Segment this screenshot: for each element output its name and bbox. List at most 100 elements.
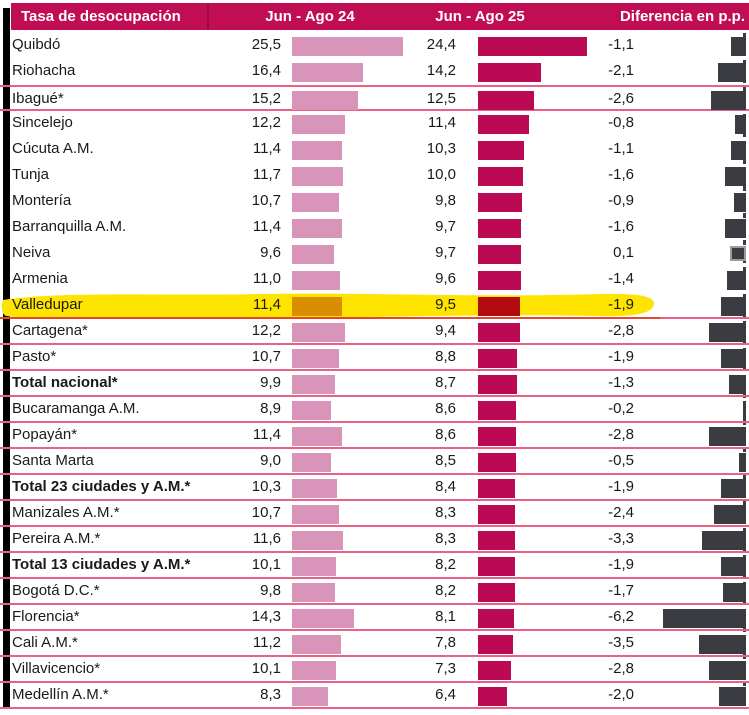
table-row: Cali A.M.* 11,2 7,8 -3,5: [0, 631, 749, 657]
bar-jun-ago-25: [478, 36, 587, 56]
table-row: Total 13 ciudades y A.M.* 10,1 8,2 -1,9: [0, 553, 749, 579]
bar-jun-ago-25: [478, 374, 517, 394]
bar-jun-ago-24: [292, 36, 403, 56]
bar-jun-ago-25: [478, 660, 511, 680]
table-row: Ibagué* 15,2 12,5 -2,6: [0, 85, 749, 111]
header-jun-ago-25: Jun - Ago 25: [435, 8, 525, 25]
bar-diff: [728, 374, 746, 394]
value-diff: -6,2: [608, 608, 634, 625]
bar-diff: [723, 582, 746, 602]
city-label: Barranquilla A.M.: [12, 218, 127, 235]
value-jun-ago-24: 9,8: [260, 582, 281, 599]
value-jun-ago-25: 8,3: [435, 530, 456, 547]
bar-jun-ago-25: [478, 114, 529, 134]
value-jun-ago-24: 11,4: [252, 426, 281, 443]
bar-diff: [662, 608, 746, 628]
bar-jun-ago-25: [478, 270, 521, 290]
bar-diff: [711, 90, 746, 110]
table-row: Manizales A.M.* 10,7 8,3 -2,4: [0, 501, 749, 527]
bar-jun-ago-24: [292, 270, 340, 290]
bar-jun-ago-24: [292, 192, 339, 212]
city-label: Cartagena*: [12, 322, 88, 339]
value-jun-ago-25: 8,3: [435, 504, 456, 521]
bar-jun-ago-24: [292, 62, 364, 82]
value-diff: -3,5: [608, 634, 634, 651]
value-jun-ago-24: 8,9: [260, 400, 281, 417]
bar-jun-ago-25: [478, 218, 522, 238]
value-jun-ago-25: 24,4: [426, 36, 456, 53]
bar-jun-ago-24: [292, 686, 329, 706]
value-jun-ago-24: 10,1: [251, 660, 281, 677]
bar-jun-ago-25: [478, 62, 542, 82]
value-jun-ago-25: 7,8: [435, 634, 456, 651]
city-label: Montería: [12, 192, 72, 209]
bar-jun-ago-25: [478, 322, 520, 342]
table-row: Armenia 11,0 9,6 -1,4: [0, 267, 749, 293]
bar-diff: [701, 530, 746, 550]
value-jun-ago-24: 9,9: [260, 374, 281, 391]
table-row: Sincelejo 12,2 11,4 -0,8: [0, 111, 749, 137]
city-label: Armenia: [12, 270, 68, 287]
bar-diff: [699, 634, 746, 654]
bar-jun-ago-24: [292, 582, 335, 602]
bar-diff: [719, 686, 746, 706]
city-label: Quibdó: [12, 36, 61, 53]
bar-jun-ago-25: [478, 478, 516, 498]
bar-jun-ago-25: [478, 140, 524, 160]
value-diff: -2,4: [608, 504, 634, 521]
bar-jun-ago-24: [292, 90, 359, 110]
table-row: Cartagena* 12,2 9,4 -2,8: [0, 319, 749, 345]
bar-diff: [735, 114, 746, 134]
value-jun-ago-24: 11,2: [252, 634, 281, 651]
bar-diff: [708, 426, 746, 446]
value-diff: -1,1: [608, 36, 634, 53]
header-divider: [207, 3, 209, 30]
value-jun-ago-24: 11,7: [252, 166, 281, 183]
value-jun-ago-25: 8,6: [435, 400, 456, 417]
value-jun-ago-24: 12,2: [251, 322, 281, 339]
bar-jun-ago-25: [478, 582, 515, 602]
value-diff: -0,5: [608, 452, 634, 469]
value-jun-ago-24: 15,2: [251, 90, 281, 107]
bar-diff: [720, 296, 746, 316]
value-diff: -0,2: [608, 400, 634, 417]
table-row: Pasto* 10,7 8,8 -1,9: [0, 345, 749, 371]
bar-jun-ago-24: [292, 400, 331, 420]
right-axis-dashed-line: [743, 33, 746, 709]
table-row: Valledupar 11,4 9,5 -1,9: [0, 293, 749, 319]
value-diff: -1,6: [608, 218, 634, 235]
value-diff: -2,8: [608, 660, 634, 677]
bar-jun-ago-25: [478, 90, 534, 110]
value-jun-ago-25: 9,7: [435, 218, 456, 235]
table-row: Villavicencio* 10,1 7,3 -2,8: [0, 657, 749, 683]
value-jun-ago-25: 7,3: [435, 660, 456, 677]
value-diff: -2,0: [608, 686, 634, 703]
value-jun-ago-25: 8,4: [435, 478, 456, 495]
value-diff: -1,6: [608, 166, 634, 183]
bar-jun-ago-25: [478, 166, 523, 186]
value-diff: -2,6: [608, 90, 634, 107]
value-jun-ago-25: 11,4: [427, 114, 456, 131]
value-diff: -2,1: [608, 62, 634, 79]
value-jun-ago-25: 14,2: [426, 62, 456, 79]
table-row: Bucaramanga A.M. 8,9 8,6 -0,2: [0, 397, 749, 423]
value-diff: -1,4: [608, 270, 634, 287]
bar-diff: [724, 218, 746, 238]
city-label: Villavicencio*: [12, 660, 101, 677]
bar-jun-ago-25: [478, 348, 518, 368]
value-jun-ago-24: 9,0: [260, 452, 281, 469]
city-label: Florencia*: [12, 608, 80, 625]
table-row: Total nacional* 9,9 8,7 -1,3: [0, 371, 749, 397]
table-row: Bogotá D.C.* 9,8 8,2 -1,7: [0, 579, 749, 605]
value-jun-ago-25: 8,7: [435, 374, 456, 391]
city-label: Total 13 ciudades y A.M.*: [12, 556, 191, 573]
table-body: Quibdó 25,5 24,4 -1,1 Riohacha 16,4 14,2…: [0, 33, 749, 709]
bar-jun-ago-24: [292, 114, 346, 134]
bar-jun-ago-24: [292, 608, 355, 628]
value-jun-ago-24: 10,7: [251, 504, 281, 521]
value-jun-ago-25: 10,3: [426, 140, 456, 157]
bar-diff: [727, 270, 746, 290]
table-row: Montería 10,7 9,8 -0,9: [0, 189, 749, 215]
value-diff: -1,3: [608, 374, 634, 391]
city-label: Popayán*: [12, 426, 78, 443]
